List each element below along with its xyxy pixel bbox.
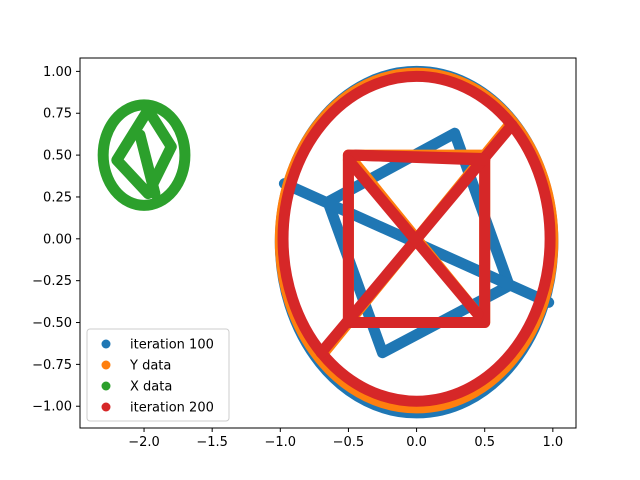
series-layer xyxy=(97,65,559,419)
legend-label: iteration 200 xyxy=(130,401,214,416)
y-tick-label: 0.75 xyxy=(43,107,72,122)
y-tick-label: 1.00 xyxy=(43,65,72,80)
x-tick-label: −2.0 xyxy=(128,435,160,450)
series-3-path-3 xyxy=(349,149,491,166)
y-tick-label: −1.00 xyxy=(32,400,72,415)
series-2-ellipse-0 xyxy=(97,99,191,211)
series-x-data xyxy=(97,99,191,211)
x-tick-label: −1.5 xyxy=(196,435,228,450)
plot-frame xyxy=(79,57,577,429)
y-tick-label: 0.50 xyxy=(43,149,72,164)
series-2-path-1 xyxy=(111,104,177,200)
y-tick-label: −0.75 xyxy=(32,358,72,373)
y-tick-label: 0.25 xyxy=(43,190,72,205)
legend-label: iteration 100 xyxy=(130,338,214,353)
x-tick-label: 1.0 xyxy=(542,435,563,450)
x-tick-label: −0.5 xyxy=(333,435,365,450)
series-3-path-4 xyxy=(342,154,484,320)
legend-label: X data xyxy=(130,380,172,395)
x-axis: −2.0 −1.5 −1.0 −0.5 0.0 0.5 1.0 xyxy=(128,428,563,450)
x-tick-label: 0.5 xyxy=(474,435,495,450)
x-tick-label: 0.0 xyxy=(406,435,427,450)
legend-marker xyxy=(101,402,111,412)
y-axis: −1.00 −0.75 −0.50 −0.25 0.00 0.25 0.50 0.75 1.00 xyxy=(32,65,80,415)
series-iteration-200 xyxy=(277,70,556,407)
legend-marker xyxy=(101,339,111,349)
x-tick-label: −1.0 xyxy=(265,435,297,450)
legend-box xyxy=(86,328,230,422)
legend-label: Y data xyxy=(129,359,171,374)
legend-marker xyxy=(101,381,111,391)
series-2-path-2 xyxy=(134,129,161,200)
legend-marker xyxy=(101,360,111,370)
y-tick-label: −0.50 xyxy=(32,316,72,331)
legend: iteration 100 Y data X data iteration 200 xyxy=(86,328,230,422)
series-3-ellipse-0 xyxy=(277,70,556,407)
y-tick-label: 0.00 xyxy=(43,232,72,247)
y-tick-label: −0.25 xyxy=(32,274,72,289)
